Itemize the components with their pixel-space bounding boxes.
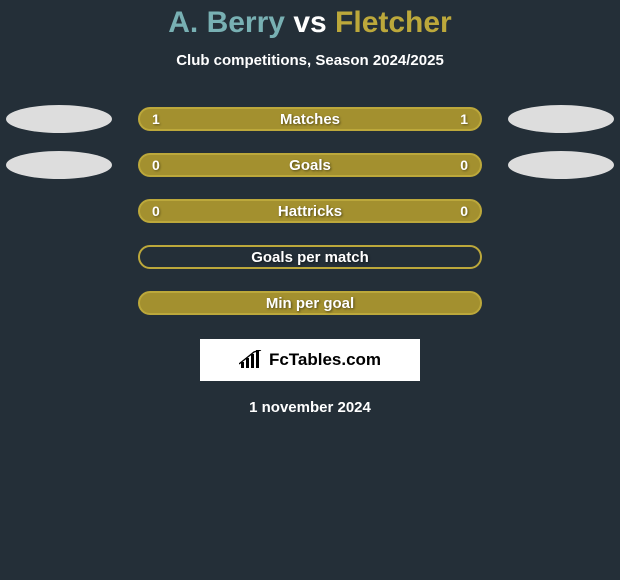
stat-bar: 1 Matches 1 bbox=[138, 107, 482, 131]
brand-badge: FcTables.com bbox=[200, 339, 420, 381]
stat-left-value: 1 bbox=[152, 111, 160, 127]
stat-right-value: 1 bbox=[460, 111, 468, 127]
stat-bar: 0 Hattricks 0 bbox=[138, 199, 482, 223]
player1-badge bbox=[6, 105, 112, 133]
stat-row-goals: 0 Goals 0 bbox=[0, 153, 620, 177]
stat-bar: 0 Goals 0 bbox=[138, 153, 482, 177]
stat-label: Hattricks bbox=[278, 203, 342, 220]
stat-left-value: 0 bbox=[152, 203, 160, 219]
stat-bar: Goals per match bbox=[138, 245, 482, 269]
player2-badge bbox=[508, 105, 614, 133]
stat-label: Min per goal bbox=[266, 295, 354, 312]
stat-rows: 1 Matches 1 0 Goals 0 0 Hattricks 0 bbox=[0, 107, 620, 315]
brand-text: FcTables.com bbox=[269, 350, 381, 370]
stat-right-value: 0 bbox=[460, 157, 468, 173]
stat-left-value: 0 bbox=[152, 157, 160, 173]
stat-label: Goals bbox=[289, 157, 331, 174]
stat-row-hattricks: 0 Hattricks 0 bbox=[0, 199, 620, 223]
stat-label: Goals per match bbox=[251, 249, 369, 266]
stat-row-goals-per-match: Goals per match bbox=[0, 245, 620, 269]
stat-row-min-per-goal: Min per goal bbox=[0, 291, 620, 315]
subtitle: Club competitions, Season 2024/2025 bbox=[0, 52, 620, 69]
chart-icon bbox=[239, 350, 263, 370]
stat-row-matches: 1 Matches 1 bbox=[0, 107, 620, 131]
date-label: 1 november 2024 bbox=[0, 399, 620, 416]
player2-badge bbox=[508, 151, 614, 179]
stat-label: Matches bbox=[280, 111, 340, 128]
player1-name: A. Berry bbox=[168, 6, 285, 39]
stat-right-value: 0 bbox=[460, 203, 468, 219]
player2-name: Fletcher bbox=[335, 6, 452, 39]
stat-bar: Min per goal bbox=[138, 291, 482, 315]
comparison-widget: A. Berry vs Fletcher Club competitions, … bbox=[0, 0, 620, 416]
title-vs: vs bbox=[293, 6, 326, 39]
player1-badge bbox=[6, 151, 112, 179]
title: A. Berry vs Fletcher bbox=[0, 6, 620, 40]
